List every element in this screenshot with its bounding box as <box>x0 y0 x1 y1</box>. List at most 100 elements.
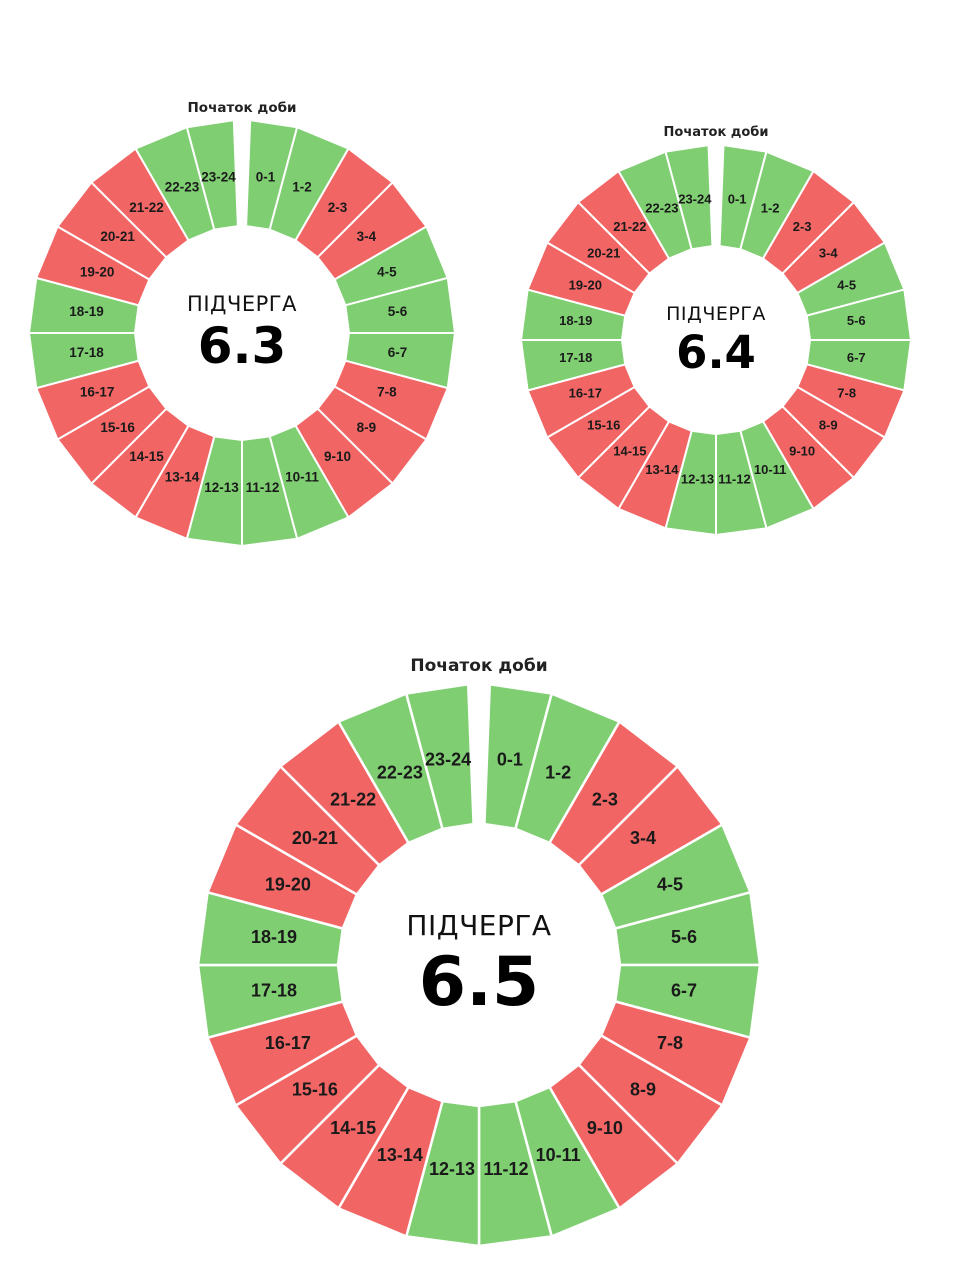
queue-number: 6.4 <box>676 326 756 379</box>
hour-label-0-1: 0-1 <box>728 192 747 207</box>
hour-segment-4-5 <box>599 822 753 930</box>
hour-label-12-13: 12-13 <box>204 480 239 495</box>
hour-segment-16-17 <box>526 363 636 439</box>
hour-label-18-19: 18-19 <box>559 313 592 328</box>
hour-segment-1-2 <box>739 150 815 260</box>
hour-segment-13-14 <box>336 1085 444 1239</box>
hour-label-7-8: 7-8 <box>657 1033 683 1053</box>
hour-segment-6-7 <box>344 332 457 390</box>
hour-label-9-10: 9-10 <box>587 1118 623 1138</box>
hour-label-14-15: 14-15 <box>330 1118 376 1138</box>
hour-label-23-24: 23-24 <box>425 749 471 769</box>
hour-segment-19-20 <box>526 241 636 317</box>
hour-label-9-10: 9-10 <box>324 449 351 464</box>
hour-label-11-12: 11-12 <box>718 472 751 487</box>
hour-segment-20-21 <box>56 180 168 281</box>
hour-segment-11-12 <box>477 1099 554 1248</box>
hour-label-1-2: 1-2 <box>545 763 571 783</box>
hour-label-21-22: 21-22 <box>129 200 164 215</box>
hour-label-6-7: 6-7 <box>671 981 697 1001</box>
hour-segment-4-5 <box>796 241 906 317</box>
hour-label-1-2: 1-2 <box>292 180 312 195</box>
hour-segment-5-6 <box>613 890 762 967</box>
hour-label-12-13: 12-13 <box>681 472 714 487</box>
hour-label-3-4: 3-4 <box>630 828 656 848</box>
hour-segment-15-16 <box>233 1033 381 1166</box>
hour-label-19-20: 19-20 <box>265 875 311 895</box>
hour-segment-1-2 <box>268 125 350 242</box>
hour-label-2-3: 2-3 <box>328 200 348 215</box>
hour-label-18-19: 18-19 <box>69 304 104 319</box>
hour-label-10-11: 10-11 <box>285 469 319 484</box>
hour-segment-8-9 <box>316 385 428 486</box>
hour-label-16-17: 16-17 <box>569 386 602 401</box>
start-of-day-label: Початок доби <box>664 125 769 140</box>
hour-segment-1-2 <box>514 691 622 845</box>
start-of-day-label: Початок доби <box>410 656 547 676</box>
hour-segment-23-24 <box>664 143 714 251</box>
hour-segment-0-1 <box>483 682 554 831</box>
hour-segment-22-23 <box>617 150 693 260</box>
hour-label-22-23: 22-23 <box>377 763 423 783</box>
hour-label-8-9: 8-9 <box>630 1080 656 1100</box>
hour-label-15-16: 15-16 <box>100 420 135 435</box>
hour-segment-3-4 <box>781 200 887 295</box>
hour-segment-7-8 <box>599 999 753 1108</box>
hour-segment-14-15 <box>576 405 671 511</box>
queue-title: ПІДЧЕРГА <box>666 303 766 325</box>
hour-label-1-2: 1-2 <box>761 201 780 216</box>
hour-label-21-22: 21-22 <box>330 790 376 810</box>
hour-label-5-6: 5-6 <box>388 304 408 319</box>
hour-segment-7-8 <box>333 359 450 441</box>
queue-title: ПІДЧЕРГА <box>187 292 297 316</box>
hour-label-2-3: 2-3 <box>592 790 618 810</box>
hour-label-20-21: 20-21 <box>292 828 338 848</box>
hour-label-4-5: 4-5 <box>837 277 856 292</box>
hour-segment-10-11 <box>268 424 350 541</box>
hour-label-4-5: 4-5 <box>377 265 397 280</box>
hour-segment-19-20 <box>205 822 359 930</box>
hour-label-7-8: 7-8 <box>837 386 856 401</box>
hour-label-10-11: 10-11 <box>754 462 787 477</box>
hour-label-23-24: 23-24 <box>678 192 712 207</box>
queue-title: ПІДЧЕРГА <box>406 909 551 942</box>
hour-label-17-18: 17-18 <box>251 981 297 1001</box>
hour-segment-21-22 <box>576 169 671 275</box>
hour-label-18-19: 18-19 <box>251 927 297 947</box>
hour-segment-2-3 <box>761 169 856 275</box>
hour-label-17-18: 17-18 <box>69 345 104 360</box>
schedule-wheel-6-5: 0-1 1-2 2-3 3-4 4-5 5-6 6-7 7-8 8-9 9-10 10-11 11-1… <box>196 656 762 1248</box>
hour-label-20-21: 20-21 <box>587 245 620 260</box>
hour-segment-9-10 <box>547 1063 680 1211</box>
schedule-wheel-6-4: 0-1 1-2 2-3 3-4 4-5 5-6 6-7 7-8 8-9 9-1010-1111-1… <box>519 125 913 537</box>
hour-label-0-1: 0-1 <box>256 170 276 185</box>
hour-segment-12-13 <box>185 435 243 548</box>
hour-segment-21-22 <box>278 719 411 867</box>
hour-segment-0-1 <box>245 119 299 231</box>
hour-label-23-24: 23-24 <box>201 170 236 185</box>
hour-segment-11-12 <box>715 429 768 537</box>
hour-label-12-13: 12-13 <box>429 1159 475 1179</box>
schedule-wheel-6-3: 0-1 1-2 2-3 3-4 4-5 5-6 6-7 7-8 8-9 9-10 10-11 11-1… <box>27 100 457 548</box>
hour-label-14-15: 14-15 <box>129 449 164 464</box>
hour-segment-19-20 <box>34 225 151 307</box>
hour-segment-16-17 <box>34 359 151 441</box>
hour-label-4-5: 4-5 <box>657 875 683 895</box>
hour-label-11-12: 11-12 <box>246 480 280 495</box>
hour-label-13-14: 13-14 <box>645 462 679 477</box>
hour-segment-14-15 <box>89 407 190 519</box>
hour-segment-18-19 <box>519 288 627 341</box>
hour-label-8-9: 8-9 <box>819 418 838 433</box>
hour-label-16-17: 16-17 <box>80 385 115 400</box>
hour-segment-14-15 <box>278 1063 411 1211</box>
queue-number: 6.3 <box>198 317 287 375</box>
hour-label-13-14: 13-14 <box>377 1145 423 1165</box>
hour-label-6-7: 6-7 <box>388 345 408 360</box>
hour-label-9-10: 9-10 <box>789 444 815 459</box>
hour-segment-4-5 <box>333 225 450 307</box>
hour-label-5-6: 5-6 <box>671 927 697 947</box>
hour-label-16-17: 16-17 <box>265 1033 311 1053</box>
hour-segment-17-18 <box>519 339 627 392</box>
